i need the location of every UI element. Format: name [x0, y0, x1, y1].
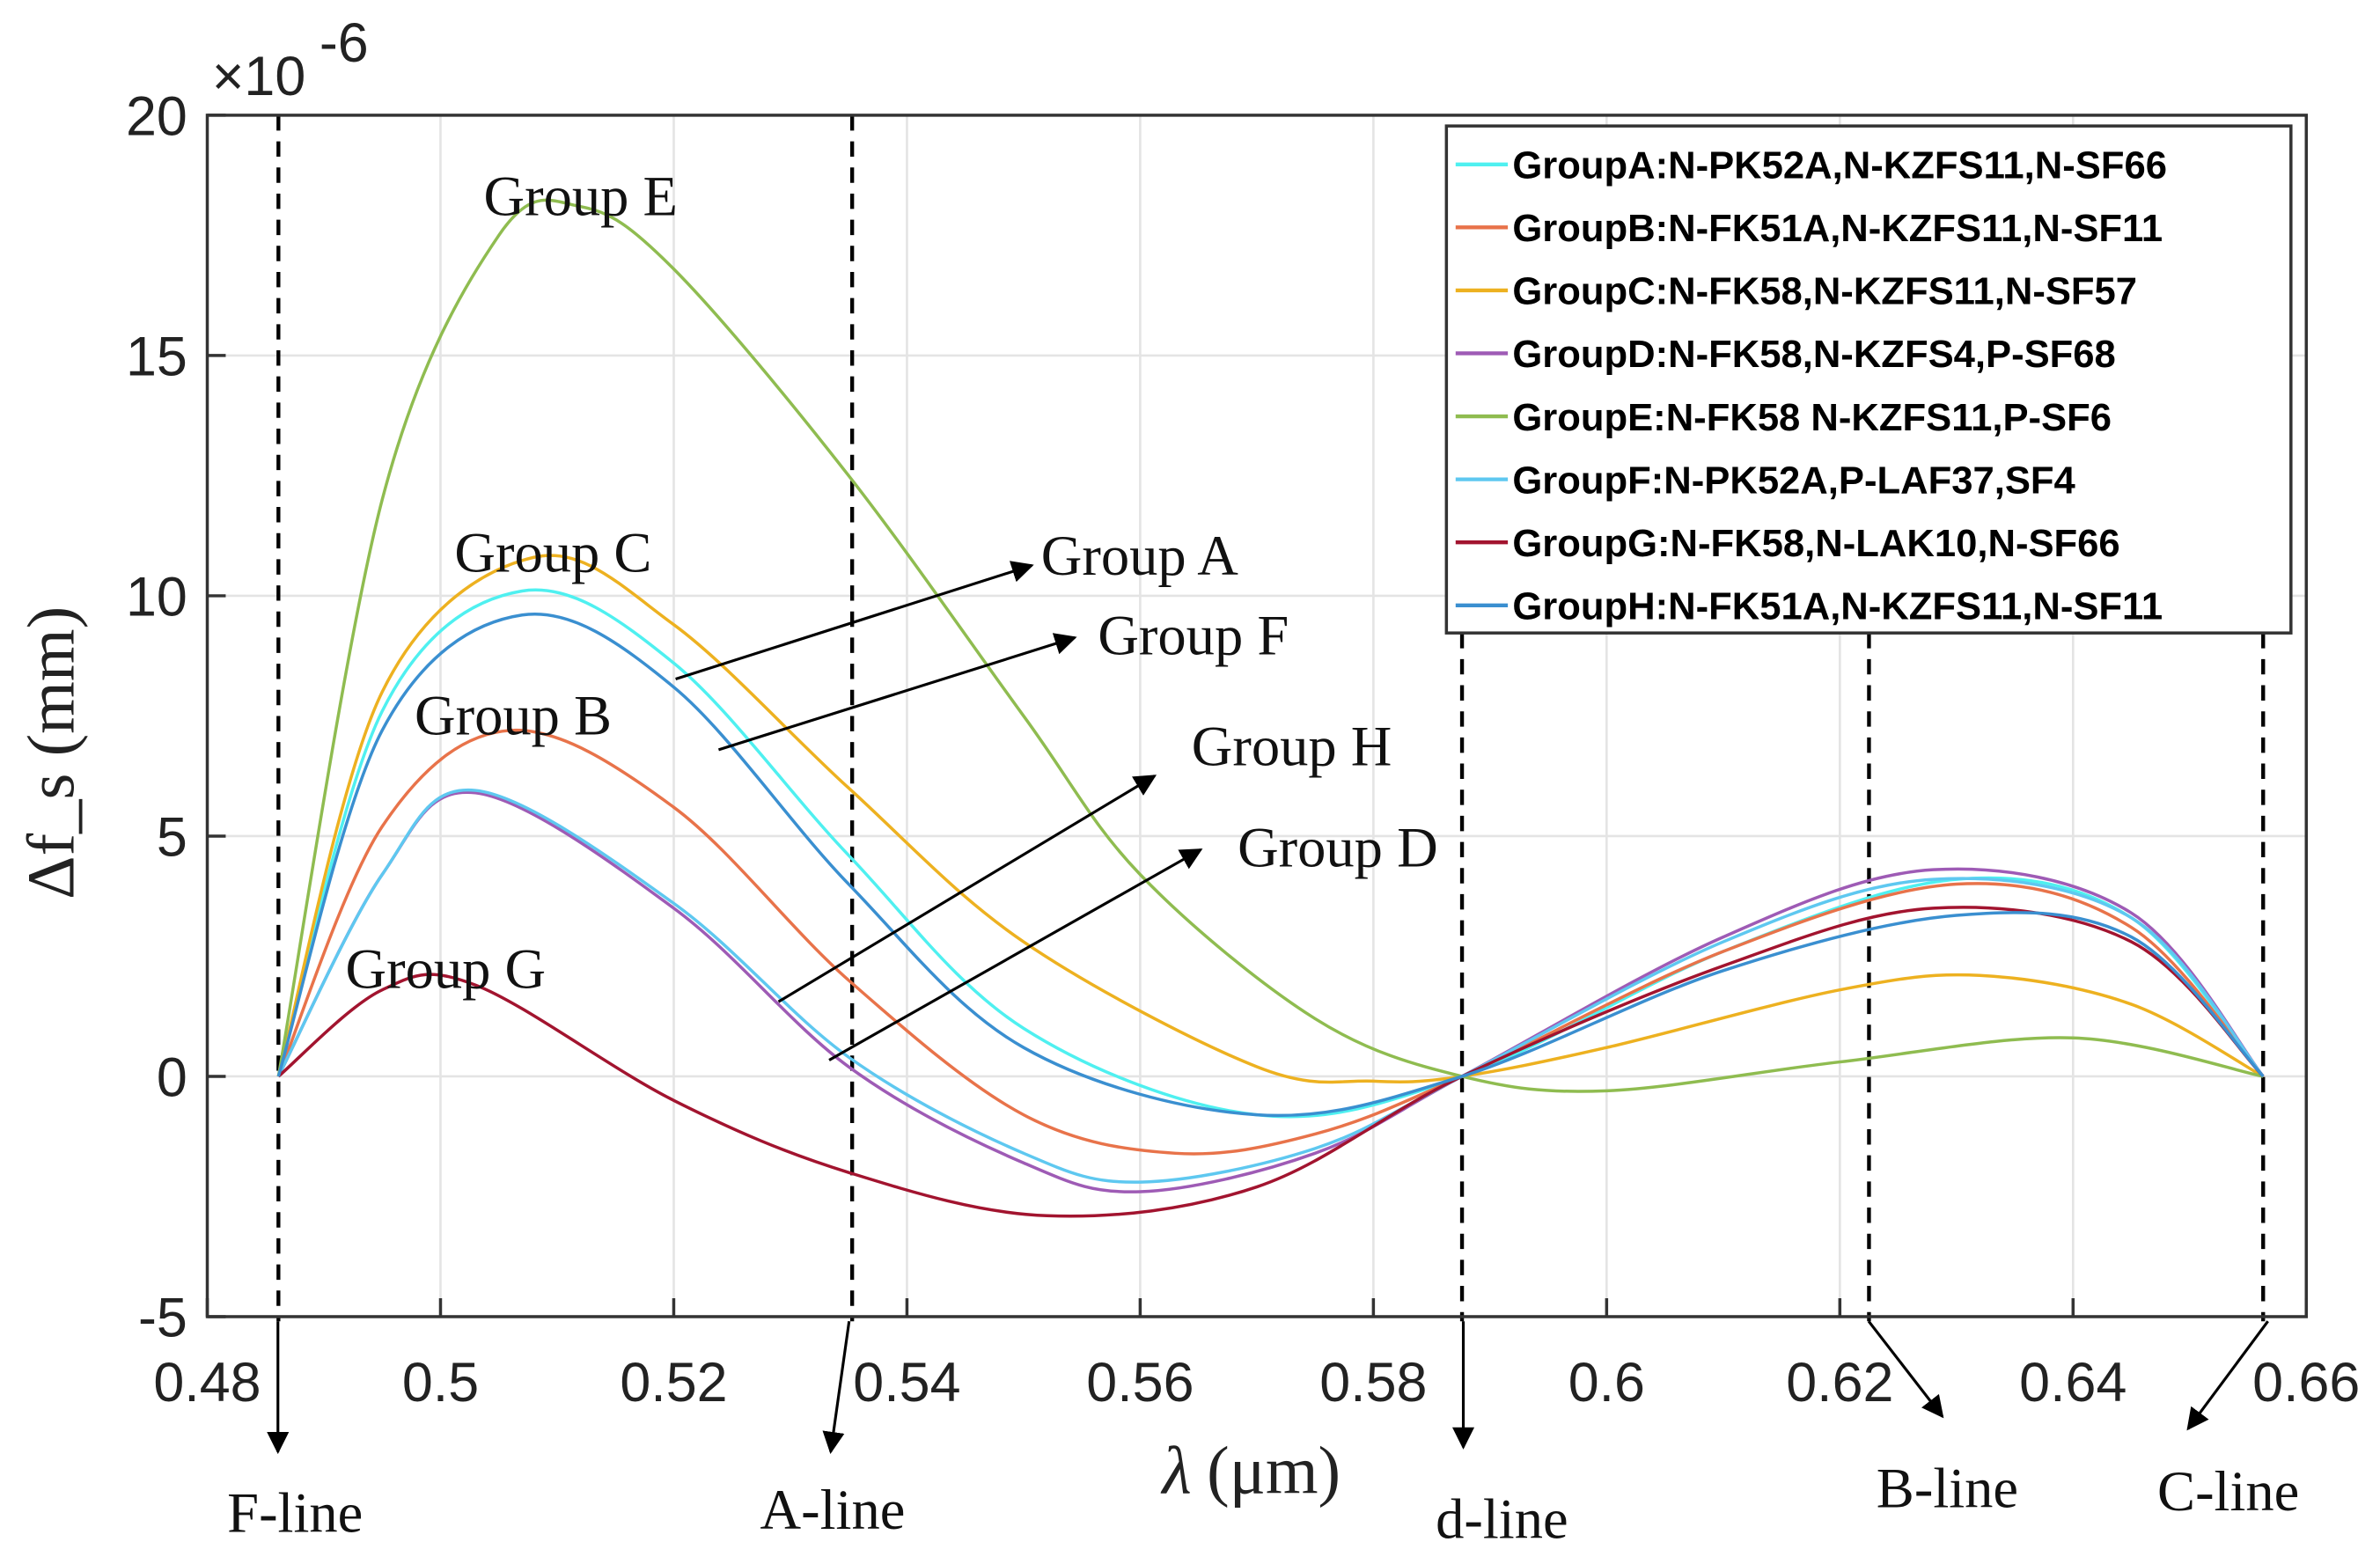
series-line-group-b	[276, 728, 2265, 1156]
annotation-label: Group B	[415, 683, 612, 746]
reference-lines	[276, 114, 2266, 1322]
x-label-unit: (μm)	[1207, 1434, 1341, 1509]
legend-entry: GroupD:N-FK58,N-KZFS4,P-SF68	[1512, 334, 2115, 376]
reference-label-f-line: F-line	[227, 1480, 363, 1544]
legend-entry: GroupE:N-FK58 N-KZFS11,P-SF6	[1512, 397, 2112, 439]
reference-label-d-line: d-line	[1436, 1487, 1568, 1550]
x-tick-label: 0.52	[620, 1352, 727, 1413]
reference-line-labels: F-line A-line d-line B-line C-line	[227, 1456, 2299, 1550]
series-line-group-d	[276, 790, 2265, 1193]
annotation-arrow	[822, 1320, 851, 1455]
legend-entry: GroupC:N-FK58,N-KZFS11,N-SF57	[1512, 271, 2137, 313]
x-tick-label: 0.54	[853, 1352, 960, 1413]
annotations: Group E Group C Group A Group F Group B Group…	[346, 164, 1438, 1000]
x-tick-label: 0.56	[1086, 1352, 1194, 1413]
y-tick-label: 5	[157, 807, 187, 869]
legend-box	[1444, 124, 2293, 635]
legend-entry: GroupF:N-PK52A,P-LAF37,SF4	[1512, 459, 2075, 502]
y-axis-label: Δf_s (mm)	[14, 606, 89, 899]
series-line-group-c	[276, 554, 2265, 1084]
annotation-label: Group H	[1192, 714, 1392, 777]
annotation-label: Group A	[1041, 524, 1238, 587]
ticks: 0.48 0.5 0.52 0.54 0.56 0.58 0.6 0.62 0.64 0.66 -5…	[126, 86, 2360, 1413]
legend-entry: GroupA:N-PK52A,N-KZFS11,N-SF66	[1512, 144, 2167, 187]
reference-label-b-line: B-line	[1877, 1456, 2018, 1519]
legend-entry: GroupH:N-FK51A,N-KZFS11,N-SF11	[1512, 585, 2163, 628]
x-tick-label: 0.48	[153, 1352, 261, 1413]
annotation-arrow	[675, 561, 1034, 681]
x-tick-label: 0.5	[402, 1352, 479, 1413]
series-line-group-h	[276, 613, 2265, 1118]
reference-label-c-line: C-line	[2157, 1459, 2299, 1523]
y-tick-label: 20	[126, 86, 187, 148]
x-tick-label: 0.66	[2252, 1352, 2360, 1413]
series-lines	[276, 198, 2265, 1218]
x-tick-label: 0.58	[1319, 1352, 1427, 1413]
annotation-arrows	[267, 561, 2269, 1455]
x-label-lambda: λ	[1160, 1434, 1191, 1509]
y-multiplier: ×10	[212, 46, 306, 107]
x-tick-label: 0.6	[1568, 1352, 1645, 1413]
x-tick-label: 0.64	[2019, 1352, 2127, 1413]
series-line-group-g	[277, 906, 2265, 1218]
plot-frame	[205, 114, 2309, 1318]
y-tick-label: 15	[126, 327, 187, 388]
series-line-group-e	[276, 198, 2264, 1093]
y-tick-label: 10	[126, 567, 187, 628]
annotation-arrow	[828, 848, 1203, 1061]
x-tick-label: 0.62	[1786, 1352, 1893, 1413]
y-axis-label-group: Δf_s (mm)	[14, 606, 89, 899]
y-tick-label: -5	[138, 1288, 187, 1349]
annotation-arrow	[2186, 1320, 2269, 1431]
annotation-label: Group E	[484, 164, 678, 227]
annotation-label: Group G	[346, 936, 547, 1000]
y-multiplier-exp: -6	[320, 12, 369, 74]
legend-entry: GroupG:N-FK58,N-LAK10,N-SF66	[1512, 523, 2119, 565]
annotation-arrow	[777, 775, 1157, 1003]
series-line-group-f	[276, 788, 2265, 1184]
annotation-label: Group D	[1238, 815, 1438, 878]
legend-entry: GroupB:N-FK51A,N-KZFS11,N-SF11	[1512, 208, 2163, 250]
legend: GroupA:N-PK52A,N-KZFS11,N-SF66 GroupB:N-F…	[1444, 124, 2293, 635]
annotation-arrow	[1867, 1320, 1944, 1419]
reference-label-a-line: A-line	[760, 1478, 906, 1541]
annotation-label: Group C	[454, 520, 651, 584]
annotation-arrow	[717, 633, 1077, 752]
x-axis-label: λ (μm)	[1160, 1434, 1341, 1509]
y-tick-label: 0	[157, 1047, 187, 1109]
annotation-label: Group F	[1098, 604, 1289, 667]
